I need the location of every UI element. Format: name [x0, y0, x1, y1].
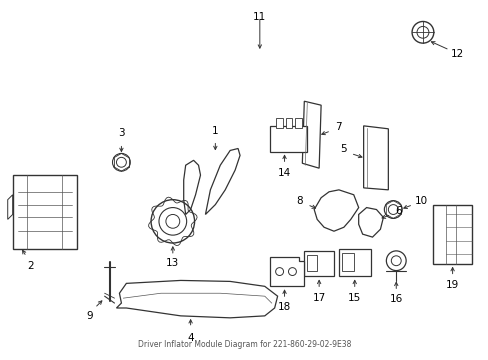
Bar: [269, 126, 306, 152]
Text: 13: 13: [166, 258, 179, 268]
Text: 2: 2: [27, 261, 34, 271]
Polygon shape: [116, 280, 277, 318]
Text: 16: 16: [389, 294, 402, 304]
Text: 17: 17: [312, 293, 325, 303]
Text: 6: 6: [394, 206, 401, 216]
Text: 10: 10: [413, 196, 427, 206]
Bar: [432, 204, 471, 264]
Polygon shape: [358, 208, 383, 237]
Polygon shape: [269, 257, 304, 286]
Text: 5: 5: [340, 144, 346, 154]
Text: 7: 7: [334, 122, 341, 132]
Text: 12: 12: [450, 49, 463, 59]
Bar: [338, 249, 370, 276]
Bar: [341, 253, 353, 271]
Bar: [306, 255, 317, 271]
Polygon shape: [205, 148, 240, 215]
Text: 19: 19: [445, 280, 458, 291]
Text: 1: 1: [212, 126, 218, 136]
Bar: [295, 118, 302, 128]
Text: 4: 4: [187, 333, 194, 342]
Text: 3: 3: [118, 128, 124, 138]
Text: 11: 11: [253, 12, 266, 22]
Text: 9: 9: [86, 311, 93, 321]
Bar: [275, 118, 282, 128]
Polygon shape: [302, 101, 321, 168]
Polygon shape: [183, 160, 200, 215]
Text: 18: 18: [277, 302, 290, 312]
Bar: [13, 175, 77, 249]
Polygon shape: [314, 190, 358, 231]
Text: 8: 8: [295, 196, 302, 206]
Bar: [285, 118, 292, 128]
Polygon shape: [363, 126, 387, 190]
Text: Driver Inflator Module Diagram for 221-860-29-02-9E38: Driver Inflator Module Diagram for 221-8…: [138, 340, 350, 349]
Bar: [304, 251, 333, 276]
Text: 14: 14: [277, 168, 290, 178]
Polygon shape: [8, 195, 13, 219]
Text: 15: 15: [347, 293, 361, 303]
